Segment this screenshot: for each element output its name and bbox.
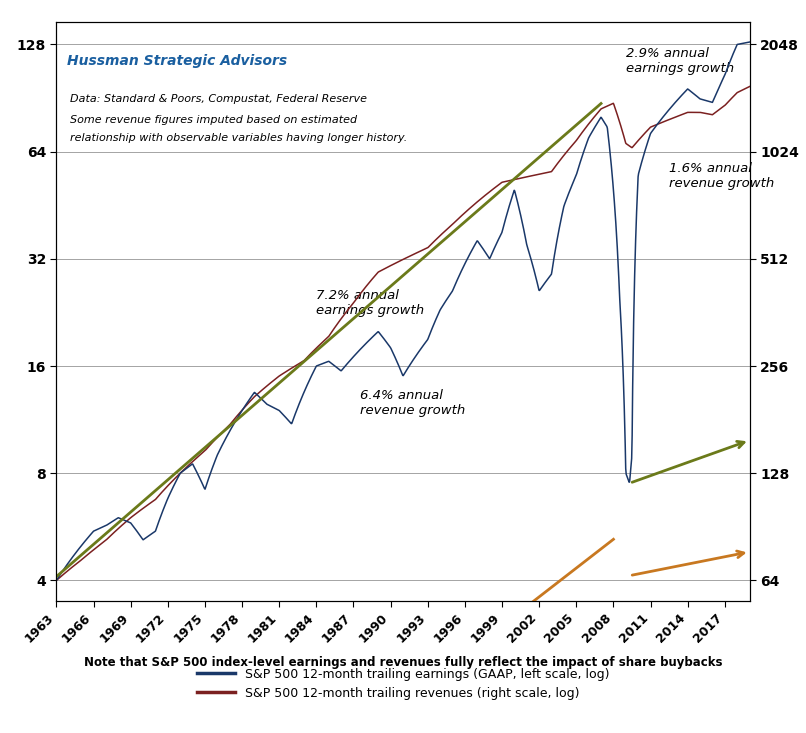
Text: Some revenue figures imputed based on estimated: Some revenue figures imputed based on es…	[70, 114, 357, 125]
Text: relationship with observable variables having longer history.: relationship with observable variables h…	[70, 133, 408, 143]
Text: Hussman Strategic Advisors: Hussman Strategic Advisors	[67, 54, 287, 68]
Text: 7.2% annual
earnings growth: 7.2% annual earnings growth	[316, 289, 425, 317]
Text: 1.6% annual
revenue growth: 1.6% annual revenue growth	[669, 162, 775, 190]
Legend: S&P 500 12-month trailing earnings (GAAP, left scale, log), S&P 500 12-month tra: S&P 500 12-month trailing earnings (GAAP…	[192, 663, 614, 705]
Text: 6.4% annual
revenue growth: 6.4% annual revenue growth	[359, 389, 465, 417]
Text: Note that S&P 500 index-level earnings and revenues fully reflect the impact of : Note that S&P 500 index-level earnings a…	[84, 656, 722, 669]
Text: Data: Standard & Poors, Compustat, Federal Reserve: Data: Standard & Poors, Compustat, Feder…	[70, 95, 368, 104]
Text: 2.9% annual
earnings growth: 2.9% annual earnings growth	[625, 47, 734, 75]
